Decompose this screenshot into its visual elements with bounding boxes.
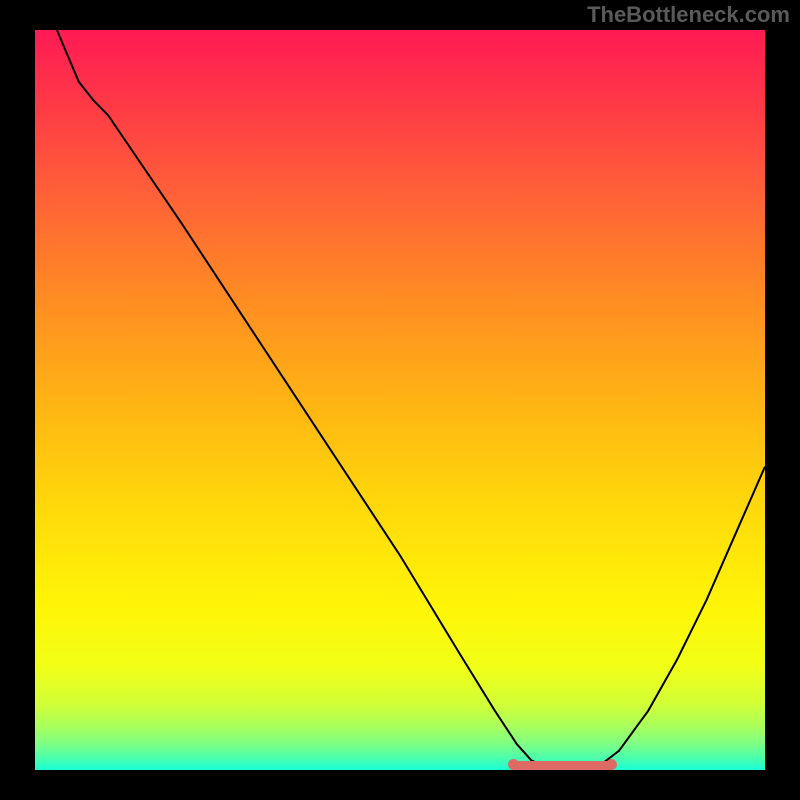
valley-highlight-cap-left (508, 759, 519, 770)
watermark-text: TheBottleneck.com (587, 2, 790, 28)
plot-area (35, 30, 765, 770)
chart-container: TheBottleneck.com (0, 0, 800, 800)
valley-highlight (513, 761, 612, 770)
curve-line (35, 30, 765, 770)
